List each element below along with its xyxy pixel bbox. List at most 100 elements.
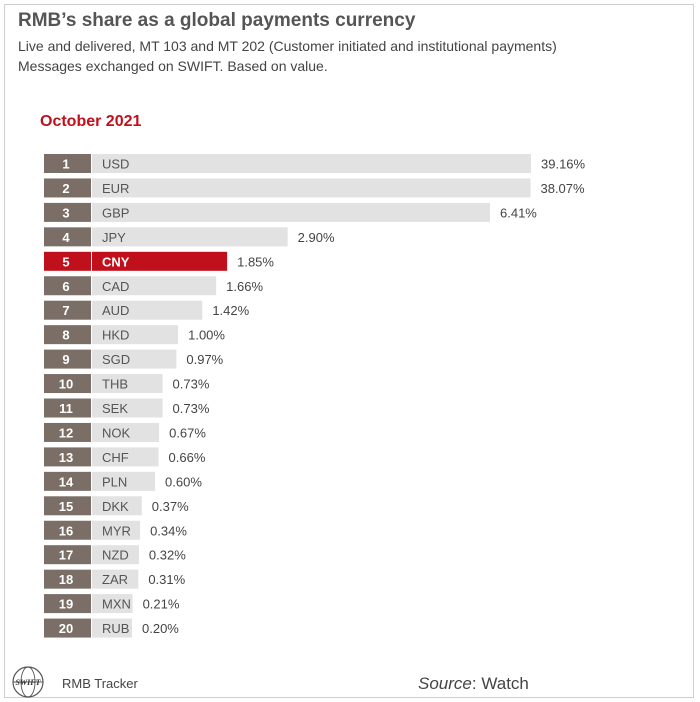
swift-logo: SWIFT [12, 666, 44, 698]
category-label: THB [102, 377, 128, 392]
rank-label: 2 [62, 181, 69, 196]
rank-label: 10 [59, 377, 73, 392]
value-label: 0.20% [142, 621, 179, 636]
rank-box [44, 300, 91, 320]
category-label: USD [102, 157, 129, 172]
value-label: 0.73% [173, 401, 210, 416]
chart-title: RMB’s share as a global payments currenc… [18, 10, 416, 31]
category-label: EUR [102, 181, 129, 196]
rank-label: 20 [59, 621, 73, 636]
bar [92, 471, 156, 491]
rank-label: 19 [59, 597, 73, 612]
bar [92, 154, 531, 173]
period-label: October 2021 [40, 113, 142, 130]
category-label: MXN [102, 597, 131, 612]
category-label: GBP [102, 205, 129, 220]
bar [92, 300, 203, 320]
value-label: 0.67% [169, 425, 206, 440]
value-label: 39.16% [541, 157, 586, 172]
bar [92, 251, 228, 271]
value-label: 0.66% [169, 450, 206, 465]
rank-label: 5 [62, 254, 69, 269]
rank-label: 17 [59, 548, 73, 563]
rank-label: 8 [62, 328, 69, 343]
subtitle-line-2: Messages exchanged on SWIFT. Based on va… [18, 58, 328, 74]
rank-box [44, 398, 91, 418]
chart-subtitle: Live and delivered, MT 103 and MT 202 (C… [18, 36, 557, 76]
category-label: CAD [102, 279, 129, 294]
logo-text: SWIFT [16, 678, 42, 687]
bar [92, 496, 142, 516]
value-label: 0.21% [143, 597, 180, 612]
rank-label: 7 [62, 303, 69, 318]
value-label: 1.85% [237, 254, 274, 269]
value-label: 1.66% [226, 279, 263, 294]
rank-label: 13 [59, 450, 73, 465]
category-label: SGD [102, 352, 130, 367]
bar [92, 276, 217, 296]
rank-label: 14 [59, 474, 74, 489]
rank-label: 18 [59, 572, 73, 587]
rank-box [44, 227, 91, 247]
bar [92, 569, 139, 589]
category-label: NOK [102, 425, 131, 440]
category-label: JPY [102, 230, 126, 245]
rank-box [44, 202, 91, 222]
category-label: DKK [102, 499, 129, 514]
bar [92, 227, 288, 247]
tracker-label: RMB Tracker [62, 676, 138, 691]
value-label: 6.41% [500, 205, 537, 220]
value-label: 2.90% [298, 230, 335, 245]
value-label: 0.32% [149, 548, 186, 563]
category-label: HKD [102, 328, 129, 343]
rank-box [44, 251, 91, 271]
bar [92, 618, 132, 638]
source-credit: Source: Watch [418, 674, 529, 694]
rank-box [44, 276, 91, 296]
rank-label: 12 [59, 425, 73, 440]
rank-box [44, 594, 91, 614]
category-label: MYR [102, 523, 131, 538]
rank-label: 4 [62, 230, 70, 245]
bar [92, 349, 177, 369]
rank-box [44, 471, 91, 491]
value-label: 1.42% [212, 303, 249, 318]
category-label: ZAR [102, 572, 128, 587]
category-label: CHF [102, 450, 129, 465]
category-label: NZD [102, 548, 129, 563]
category-label: SEK [102, 401, 128, 416]
category-label: CNY [102, 254, 130, 269]
rank-label: 6 [62, 279, 69, 294]
bar [92, 545, 139, 565]
rank-label: 1 [62, 157, 69, 172]
rank-box [44, 422, 91, 442]
rank-box [44, 374, 91, 394]
bar [92, 178, 531, 198]
rank-box [44, 154, 91, 173]
value-label: 0.60% [165, 474, 202, 489]
rank-box [44, 178, 91, 198]
rank-box [44, 569, 91, 589]
value-label: 0.31% [148, 572, 185, 587]
category-label: PLN [102, 474, 127, 489]
bar [92, 398, 163, 418]
source-prefix: Source [418, 674, 472, 693]
value-label: 1.00% [188, 328, 225, 343]
bar [92, 447, 159, 467]
rank-label: 9 [62, 352, 69, 367]
rank-box [44, 447, 91, 467]
bar [92, 202, 490, 222]
rank-box [44, 349, 91, 369]
value-label: 0.97% [186, 352, 223, 367]
value-label: 0.34% [150, 523, 187, 538]
category-label: AUD [102, 303, 129, 318]
bar [92, 325, 179, 345]
subtitle-line-1: Live and delivered, MT 103 and MT 202 (C… [18, 38, 557, 54]
bar [92, 594, 133, 614]
rank-label: 16 [59, 523, 73, 538]
rank-box [44, 520, 91, 540]
rank-box [44, 325, 91, 345]
bar [92, 520, 141, 540]
source-suffix: : Watch [471, 674, 529, 693]
